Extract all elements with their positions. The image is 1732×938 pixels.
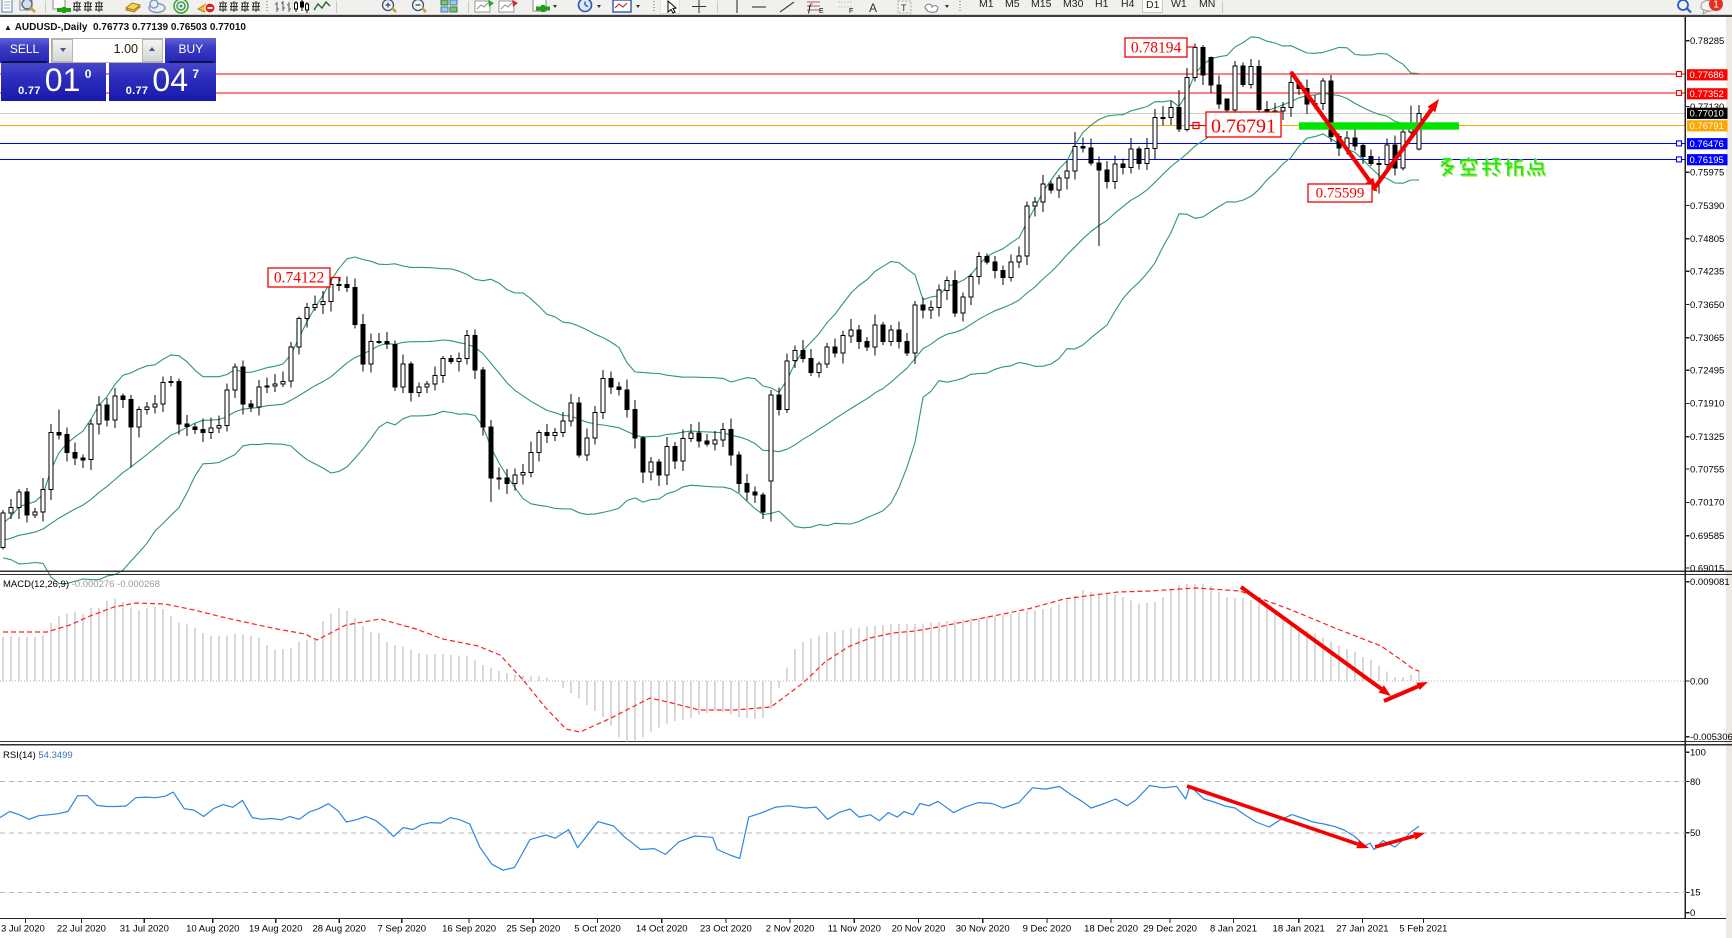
svg-text:29 Dec 2020: 29 Dec 2020 xyxy=(1143,924,1197,935)
svg-text:f: f xyxy=(808,2,813,14)
svg-text:E: E xyxy=(819,8,824,14)
svg-text:50: 50 xyxy=(1690,828,1701,839)
svg-text:0.77010: 0.77010 xyxy=(1690,109,1724,120)
svg-text:0.71910: 0.71910 xyxy=(1690,399,1724,410)
svg-text:7 Sep 2020: 7 Sep 2020 xyxy=(377,924,426,935)
svg-text:-0.005306: -0.005306 xyxy=(1690,732,1732,743)
svg-text:0.73065: 0.73065 xyxy=(1690,333,1724,344)
svg-text:0.75599: 0.75599 xyxy=(1316,186,1365,202)
svg-text:0.78194: 0.78194 xyxy=(1131,40,1182,57)
svg-text:19 Aug 2020: 19 Aug 2020 xyxy=(249,924,302,935)
svg-text:0.72495: 0.72495 xyxy=(1690,366,1724,377)
svg-text:30 Nov 2020: 30 Nov 2020 xyxy=(956,924,1010,935)
svg-text:14 Oct 2020: 14 Oct 2020 xyxy=(636,924,688,935)
svg-text:16 Sep 2020: 16 Sep 2020 xyxy=(442,924,496,935)
svg-text:22 Jul 2020: 22 Jul 2020 xyxy=(57,924,106,935)
svg-text:2 Nov 2020: 2 Nov 2020 xyxy=(766,924,815,935)
svg-text:20 Nov 2020: 20 Nov 2020 xyxy=(892,924,946,935)
svg-text:0.76195: 0.76195 xyxy=(1690,155,1724,166)
svg-text:F: F xyxy=(849,8,853,14)
svg-text:0.75975: 0.75975 xyxy=(1690,168,1724,179)
svg-text:0.70755: 0.70755 xyxy=(1690,464,1724,475)
svg-text:18 Dec 2020: 18 Dec 2020 xyxy=(1084,924,1138,935)
svg-text:T: T xyxy=(901,3,907,13)
svg-text:0: 0 xyxy=(1690,908,1695,919)
svg-text:0.76791: 0.76791 xyxy=(1211,116,1276,138)
svg-text:23 Oct 2020: 23 Oct 2020 xyxy=(700,924,752,935)
svg-text:3 Jul 2020: 3 Jul 2020 xyxy=(1,924,45,935)
svg-text:5 Oct 2020: 5 Oct 2020 xyxy=(574,924,620,935)
svg-text:0.74805: 0.74805 xyxy=(1690,234,1724,245)
svg-text:0.75390: 0.75390 xyxy=(1690,201,1724,212)
svg-text:15: 15 xyxy=(1690,888,1701,899)
svg-text:8 Jan 2021: 8 Jan 2021 xyxy=(1210,924,1257,935)
svg-text:1: 1 xyxy=(1713,0,1719,11)
svg-text:31 Jul 2020: 31 Jul 2020 xyxy=(120,924,169,935)
svg-text:9 Dec 2020: 9 Dec 2020 xyxy=(1023,924,1072,935)
svg-text:100: 100 xyxy=(1690,748,1706,759)
svg-text:80: 80 xyxy=(1690,777,1701,788)
svg-text:0.78285: 0.78285 xyxy=(1690,36,1724,47)
svg-text:27 Jan 2021: 27 Jan 2021 xyxy=(1336,924,1388,935)
svg-text:0.71325: 0.71325 xyxy=(1690,432,1724,443)
svg-text:10 Aug 2020: 10 Aug 2020 xyxy=(186,924,239,935)
svg-text:0.73650: 0.73650 xyxy=(1690,300,1724,311)
svg-text:0.69585: 0.69585 xyxy=(1690,531,1724,542)
svg-text:11 Nov 2020: 11 Nov 2020 xyxy=(828,924,881,935)
svg-text:RSI(14) 54.3499: RSI(14) 54.3499 xyxy=(3,750,73,761)
svg-text:0.69015: 0.69015 xyxy=(1690,563,1724,574)
svg-text:0.00: 0.00 xyxy=(1690,676,1709,687)
svg-text:5 Feb 2021: 5 Feb 2021 xyxy=(1399,924,1447,935)
svg-text:25 Sep 2020: 25 Sep 2020 xyxy=(506,924,560,935)
svg-text:0.77686: 0.77686 xyxy=(1690,70,1724,81)
svg-text:MACD(12,26,9) -0.000276 -0.000: MACD(12,26,9) -0.000276 -0.000268 xyxy=(3,579,160,590)
svg-text:0.009081: 0.009081 xyxy=(1690,577,1730,588)
svg-text:0.76476: 0.76476 xyxy=(1690,139,1724,150)
svg-text:A: A xyxy=(869,1,877,14)
svg-text:0.74235: 0.74235 xyxy=(1690,267,1724,278)
svg-text:0.70170: 0.70170 xyxy=(1690,498,1724,509)
svg-text:0.77352: 0.77352 xyxy=(1690,89,1724,100)
svg-text:0.76791: 0.76791 xyxy=(1690,121,1724,132)
svg-text:18 Jan 2021: 18 Jan 2021 xyxy=(1273,924,1325,935)
svg-text:0.77130: 0.77130 xyxy=(1690,102,1724,113)
svg-text:0.74122: 0.74122 xyxy=(274,270,324,287)
svg-text:28 Aug 2020: 28 Aug 2020 xyxy=(313,924,366,935)
